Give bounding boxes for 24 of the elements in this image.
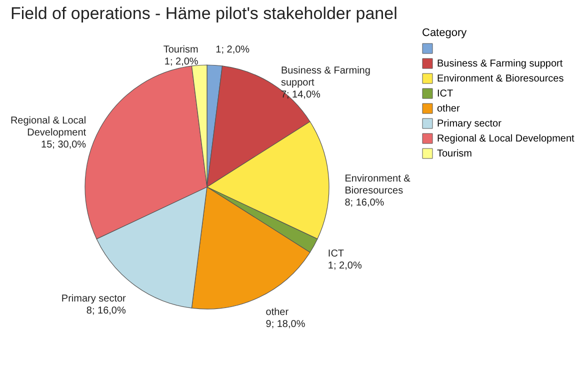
data-label: 15; 30,0% [41,140,86,151]
chart-title: Field of operations - Häme pilot's stakeholder panel [10,4,398,23]
legend-title: Category [422,27,468,39]
data-label: 9; 18,0% [266,318,306,330]
legend-label: Business & Farming support [437,58,563,70]
slice-label: ICT [328,248,344,260]
legend-label: Regional & Local Development [437,134,575,144]
slice-label: Primary sector [61,294,127,305]
legend-label: other [437,104,460,114]
legend-label: Tourism [437,148,472,160]
data-label: 8; 16,0% [86,306,126,317]
data-label: 1; 2,0% [216,44,250,56]
slice-label: other [266,306,290,318]
slice-label: Environment & Bioresources [344,173,411,196]
slice-label: Business & Farming support [280,65,370,88]
legend-label: Environment & Bioresources [437,74,564,84]
data-label: 7; 14,0% [280,89,321,100]
legend-label: ICT [437,88,454,100]
slice-label: Tourism [163,44,198,56]
legend-label: Primary sector [437,118,502,130]
data-label: 1; 2,0% [164,56,198,68]
slice-label: Regional & Local Development [10,116,86,139]
data-label: 8; 16,0% [344,197,384,208]
data-label: 1; 2,0% [328,260,362,272]
